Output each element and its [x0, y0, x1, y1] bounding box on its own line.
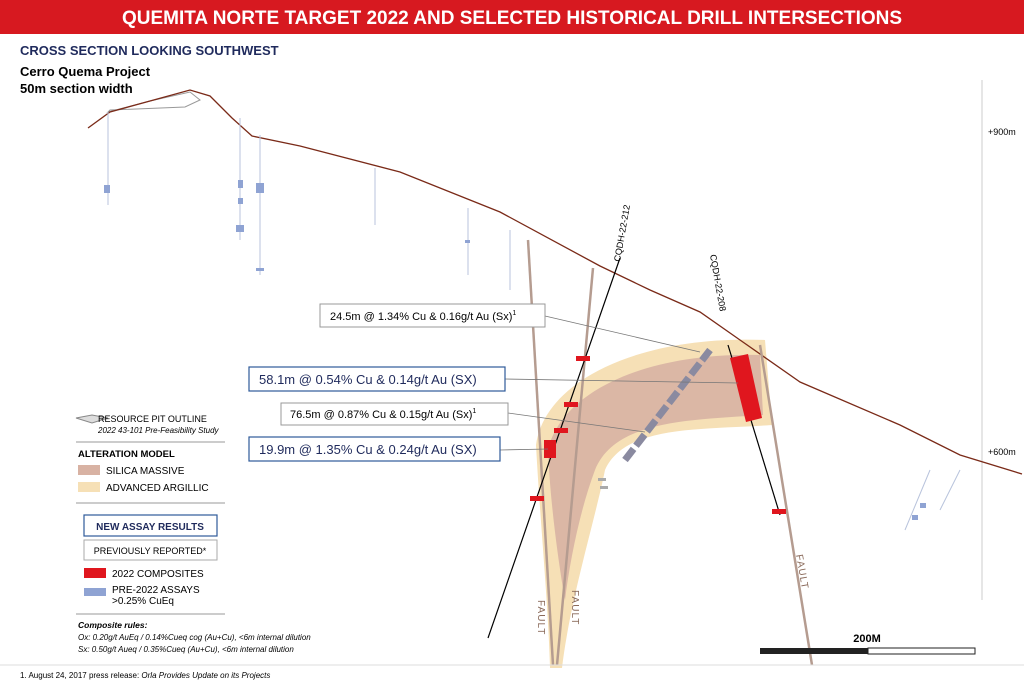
scale-label: 200M — [853, 633, 881, 645]
legend-heading: ALTERATION MODEL — [78, 449, 175, 460]
intersection-callout: 19.9m @ 1.35% Cu & 0.24g/t Au (SX) — [259, 442, 477, 457]
footnote-source: Orla Provides Update on its Projects — [141, 671, 270, 680]
scale-bar-white — [867, 647, 976, 655]
callout-leaders — [499, 315, 739, 451]
project-name: Cerro Quema Project — [20, 64, 151, 79]
legend-text: SILICA MASSIVE — [106, 466, 185, 477]
legend-text: PRE-2022 ASSAYS — [112, 585, 200, 596]
scale-bar-black — [760, 648, 868, 654]
callout-box — [280, 402, 509, 426]
legend-swatch — [78, 465, 100, 475]
rules-line: Ox: 0.20g/t AuEq / 0.14%Cueq cog (Au+Cu)… — [78, 633, 311, 642]
legend-swatch — [84, 588, 106, 596]
pre-2022-assays — [104, 180, 926, 520]
legend-box — [83, 514, 218, 537]
silica-massive-zone — [548, 354, 763, 600]
legend-swatch — [78, 482, 100, 492]
legend-box — [83, 539, 218, 561]
fault-label: FAULT — [535, 600, 546, 635]
legend-text: ADVANCED ARGILLIC — [106, 483, 209, 494]
rules-title: Composite rules: — [78, 620, 148, 630]
intersection-callout: 76.5m @ 0.87% Cu & 0.15g/t Au (Sx)1 — [290, 408, 476, 421]
legend-text: 2022 43-101 Pre-Feasibility Study — [97, 426, 220, 435]
intersection-callout: 58.1m @ 0.54% Cu & 0.14g/t Au (SX) — [259, 372, 477, 387]
fault-label: FAULT — [569, 590, 580, 625]
callout-note: 1 — [472, 408, 476, 415]
header-bar — [0, 0, 1024, 34]
callout-text: 76.5m @ 0.87% Cu & 0.15g/t Au (Sx) — [290, 409, 472, 421]
callout-box — [248, 436, 501, 462]
pre-2022-small — [598, 478, 608, 489]
title: QUEMITA NORTE TARGET 2022 AND SELECTED H… — [122, 8, 902, 29]
callout-note: 1 — [512, 310, 516, 317]
legend-text: RESOURCE PIT OUTLINE — [98, 414, 207, 424]
callout-box — [248, 366, 506, 392]
legend-swatch — [84, 568, 106, 578]
pre-2022-assays-trace — [622, 347, 713, 463]
footnote-text: 1. August 24, 2017 press release: — [20, 671, 141, 680]
elevation-label: +600m — [988, 447, 1016, 457]
intersection-callout: 24.5m @ 1.34% Cu & 0.16g/t Au (Sx)1 — [330, 310, 516, 323]
composites — [530, 354, 786, 514]
callout-box — [319, 303, 546, 328]
legend-text: PREVIOUSLY REPORTED* — [94, 546, 207, 556]
legend-pit-symbol — [75, 414, 109, 424]
rules-line: Sx: 0.50g/t Aueq / 0.35%Cueq (Au+Cu), <6… — [78, 645, 294, 654]
legend-text: 2022 COMPOSITES — [112, 569, 204, 580]
legend-text: NEW ASSAY RESULTS — [96, 522, 204, 533]
elevation-label: +900m — [988, 127, 1016, 137]
section-width: 50m section width — [20, 81, 133, 96]
footnote: 1. August 24, 2017 press release: Orla P… — [20, 671, 270, 680]
historical-holes — [107, 112, 961, 531]
callout-text: 24.5m @ 1.34% Cu & 0.16g/t Au (Sx) — [330, 311, 512, 323]
subtitle: CROSS SECTION LOOKING SOUTHWEST — [20, 43, 279, 58]
legend-text: >0.25% CuEq — [112, 596, 174, 607]
topography — [87, 89, 1023, 475]
